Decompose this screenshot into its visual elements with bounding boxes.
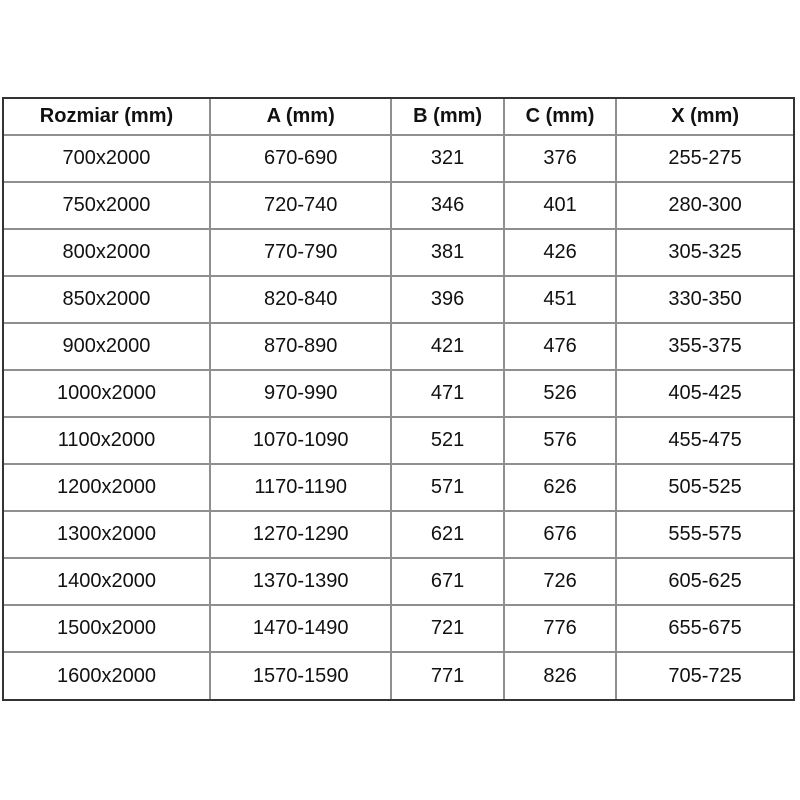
table-row: 1400x2000 1370-1390 671 726 605-625 [4,557,793,606]
table-cell: 381 [390,228,505,277]
table-cell: 1200x2000 [4,463,211,512]
table-row: 800x2000 770-790 381 426 305-325 [4,228,793,277]
table-cell: 576 [502,416,618,465]
table-cell: 526 [502,369,618,418]
column-header: B (mm) [390,99,505,136]
table-row: 750x2000 720-740 346 401 280-300 [4,181,793,230]
table-cell: 505-525 [615,463,793,512]
size-table: Rozmiar (mm) A (mm) B (mm) C (mm) X (mm) 700… [4,99,793,699]
table-cell: 1570-1590 [208,651,393,699]
header-row: Rozmiar (mm) A (mm) B (mm) C (mm) X (mm) [4,99,793,136]
column-header: C (mm) [502,99,618,136]
table-cell: 346 [390,181,505,230]
table-row: 1500x2000 1470-1490 721 776 655-675 [4,604,793,653]
table-cell: 1270-1290 [208,510,393,559]
table-cell: 726 [502,557,618,606]
table-cell: 800x2000 [4,228,211,277]
table-cell: 721 [390,604,505,653]
table-cell: 826 [502,651,618,699]
table-cell: 770-790 [208,228,393,277]
table-cell: 771 [390,651,505,699]
table-cell: 1400x2000 [4,557,211,606]
table-cell: 970-990 [208,369,393,418]
table-cell: 405-425 [615,369,793,418]
table-cell: 700x2000 [4,134,211,183]
table-cell: 1370-1390 [208,557,393,606]
table-cell: 330-350 [615,275,793,324]
table-row: 900x2000 870-890 421 476 355-375 [4,322,793,371]
table-cell: 720-740 [208,181,393,230]
table-cell: 655-675 [615,604,793,653]
table-cell: 471 [390,369,505,418]
table-cell: 571 [390,463,505,512]
table-row: 700x2000 670-690 321 376 255-275 [4,134,793,183]
table-cell: 476 [502,322,618,371]
table-cell: 305-325 [615,228,793,277]
table-cell: 321 [390,134,505,183]
table-cell: 1100x2000 [4,416,211,465]
column-header: X (mm) [615,99,793,136]
table-cell: 555-575 [615,510,793,559]
table-row: 850x2000 820-840 396 451 330-350 [4,275,793,324]
table-row: 1000x2000 970-990 471 526 405-425 [4,369,793,418]
table-cell: 1500x2000 [4,604,211,653]
table-cell: 421 [390,322,505,371]
table-cell: 376 [502,134,618,183]
table-row: 1100x2000 1070-1090 521 576 455-475 [4,416,793,465]
column-header: A (mm) [208,99,393,136]
table-cell: 705-725 [615,651,793,699]
table-cell: 750x2000 [4,181,211,230]
table-cell: 396 [390,275,505,324]
table-cell: 820-840 [208,275,393,324]
table-cell: 426 [502,228,618,277]
table-cell: 401 [502,181,618,230]
table-cell: 451 [502,275,618,324]
table-cell: 626 [502,463,618,512]
table-cell: 521 [390,416,505,465]
table-cell: 1300x2000 [4,510,211,559]
table-cell: 280-300 [615,181,793,230]
table-cell: 621 [390,510,505,559]
column-header: Rozmiar (mm) [4,99,211,136]
table-cell: 900x2000 [4,322,211,371]
table-cell: 1600x2000 [4,651,211,699]
table-row: 1300x2000 1270-1290 621 676 555-575 [4,510,793,559]
table-cell: 605-625 [615,557,793,606]
size-table-container: Rozmiar (mm) A (mm) B (mm) C (mm) X (mm) 700… [2,97,795,701]
table-cell: 776 [502,604,618,653]
table-cell: 676 [502,510,618,559]
table-cell: 455-475 [615,416,793,465]
table-cell: 1170-1190 [208,463,393,512]
table-cell: 355-375 [615,322,793,371]
table-cell: 670-690 [208,134,393,183]
table-cell: 671 [390,557,505,606]
table-cell: 1070-1090 [208,416,393,465]
table-cell: 850x2000 [4,275,211,324]
table-cell: 1470-1490 [208,604,393,653]
table-row: 1200x2000 1170-1190 571 626 505-525 [4,463,793,512]
table-cell: 255-275 [615,134,793,183]
table-row: 1600x2000 1570-1590 771 826 705-725 [4,651,793,699]
table-cell: 1000x2000 [4,369,211,418]
table-cell: 870-890 [208,322,393,371]
